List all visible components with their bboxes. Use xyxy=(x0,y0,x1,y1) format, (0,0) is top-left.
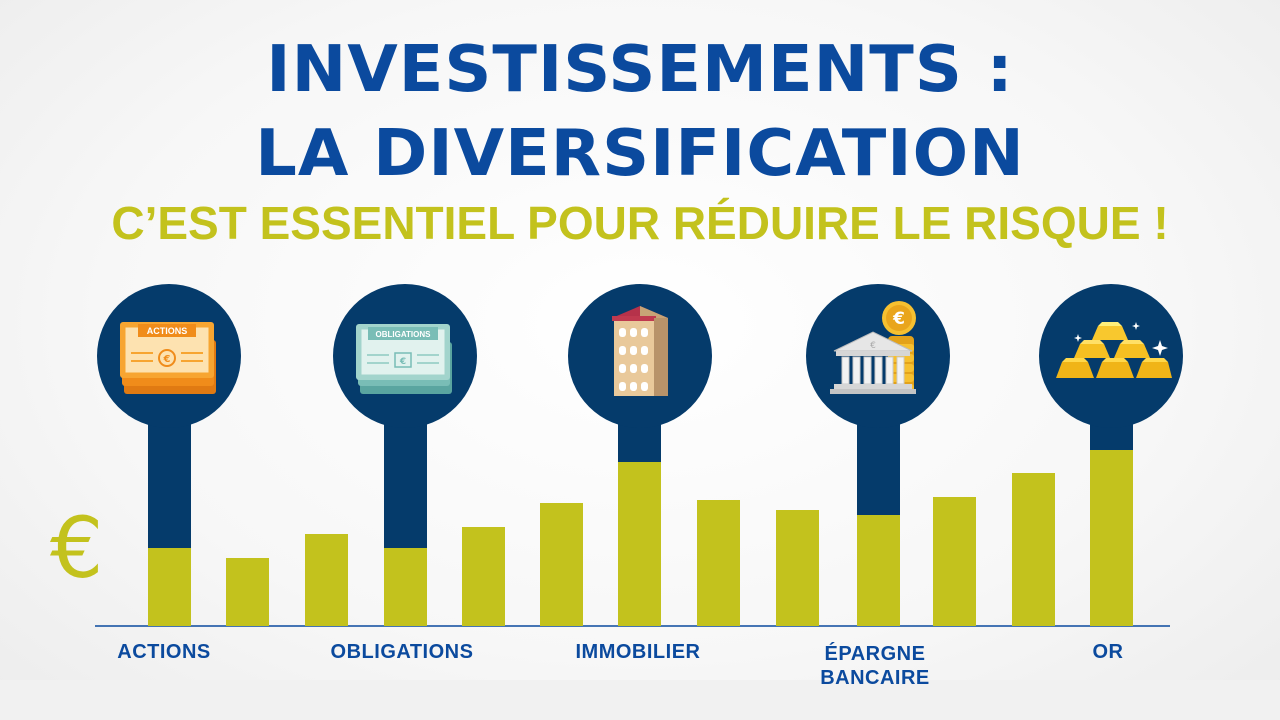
icon-text: ACTIONS xyxy=(147,326,188,336)
title-line-1: INVESTISSEMENTS : xyxy=(266,33,1014,107)
euro-glyph: € xyxy=(163,354,171,365)
bar xyxy=(462,527,505,626)
title-line-2: LA DIVERSIFICATION xyxy=(255,117,1025,191)
bond-certificate-icon: OBLIGATIONS € xyxy=(356,324,452,394)
bar xyxy=(776,510,819,626)
category-label-epargne: ÉPARGNE BANCAIRE xyxy=(820,643,930,689)
bar xyxy=(384,548,427,626)
bar xyxy=(857,515,900,626)
category-label-obligations: OBLIGATIONS xyxy=(330,641,474,663)
euro-glyph: € xyxy=(870,341,876,351)
bar xyxy=(226,558,269,626)
bar xyxy=(697,500,740,626)
bar xyxy=(933,497,976,626)
bank-coins-icon: € € xyxy=(830,301,916,394)
bar xyxy=(305,534,348,626)
bar xyxy=(1012,473,1055,626)
subtitle: C’EST ESSENTIEL POUR RÉDUIRE LE RISQUE ! xyxy=(111,197,1169,249)
euro-glyph: € xyxy=(399,357,406,367)
euro-symbol: € xyxy=(50,499,104,597)
gold-bars-icon xyxy=(1056,322,1172,378)
bars xyxy=(148,450,1133,626)
bar xyxy=(148,548,191,626)
bar xyxy=(618,462,661,626)
bar xyxy=(1090,450,1133,626)
stock-certificate-icon: ACTIONS € xyxy=(120,322,216,394)
circle-or xyxy=(1039,284,1183,428)
building-icon xyxy=(612,306,668,396)
icon-text: OBLIGATIONS xyxy=(376,330,432,339)
category-label-actions: ACTIONS xyxy=(117,641,211,663)
bar xyxy=(540,503,583,626)
euro-glyph: € xyxy=(892,309,905,329)
category-label-immobilier: IMMOBILIER xyxy=(575,641,701,663)
category-label-or: OR xyxy=(1092,641,1124,663)
bottom-strip xyxy=(0,680,1280,720)
